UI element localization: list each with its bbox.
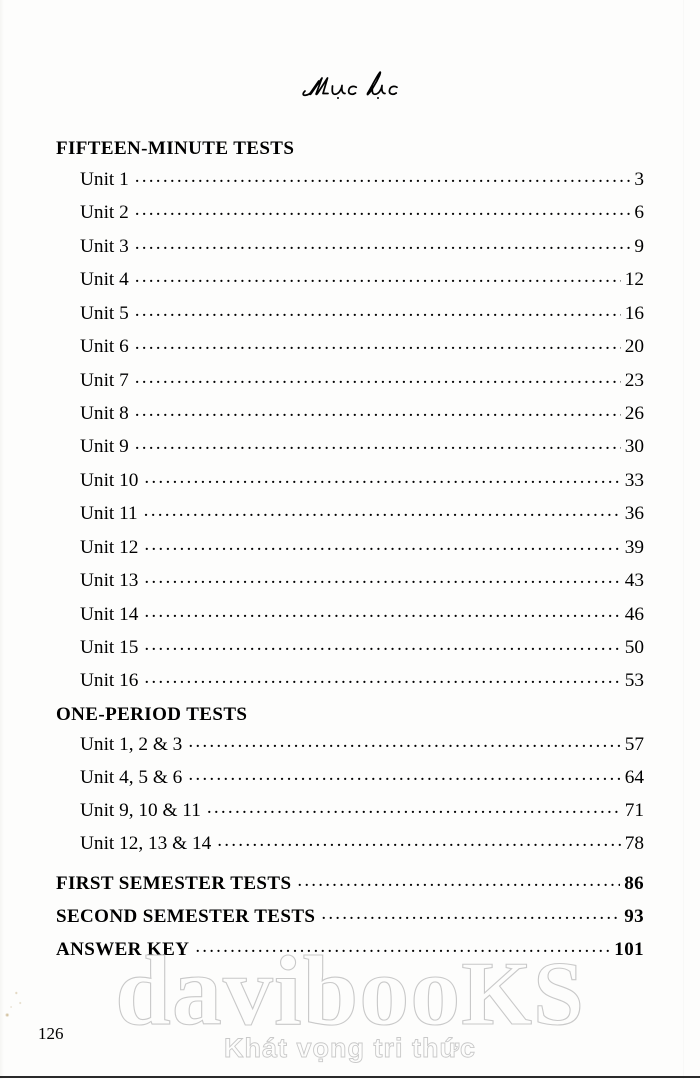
svg-text:davibooKS: davibooKS	[115, 935, 584, 1046]
svg-text:Khát vọng tri thức: Khát vọng tri thức	[224, 1033, 476, 1063]
